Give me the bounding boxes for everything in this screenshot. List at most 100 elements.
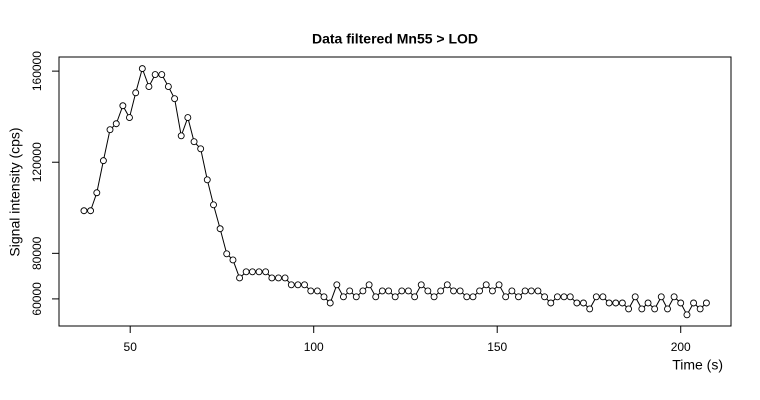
data-point [197, 145, 205, 153]
data-point [702, 299, 710, 307]
data-point [164, 83, 172, 91]
data-point [469, 293, 477, 301]
data-point [605, 299, 613, 307]
data-point [599, 293, 607, 301]
data-point [171, 95, 179, 103]
x-tick-label: 100 [304, 340, 324, 354]
data-point [482, 281, 490, 289]
data-point [430, 293, 438, 301]
data-point [677, 299, 685, 307]
data-point [502, 293, 510, 301]
data-point [625, 305, 633, 313]
data-point [560, 293, 568, 301]
data-point [119, 102, 127, 110]
y-tick-label: 60000 [30, 282, 44, 316]
data-point [216, 225, 224, 233]
data-point [450, 287, 457, 295]
data-point [87, 207, 95, 215]
y-tick-label: 160000 [30, 51, 44, 91]
data-point [346, 287, 354, 295]
y-tick-label: 120000 [30, 142, 44, 182]
data-point [268, 274, 276, 282]
x-tick-label: 50 [124, 340, 138, 354]
data-point [553, 293, 561, 301]
y-tick-label: 80000 [30, 236, 44, 270]
data-point [527, 287, 535, 295]
data-point [307, 287, 315, 295]
data-point [248, 268, 256, 276]
data-point [488, 287, 496, 295]
data-point [112, 120, 120, 128]
data-point [437, 287, 445, 295]
data-point [683, 311, 691, 319]
data-point [275, 274, 282, 282]
data-point [203, 176, 211, 184]
data-point [411, 293, 419, 301]
data-point [352, 293, 360, 301]
data-point [378, 287, 386, 295]
data-point [398, 287, 406, 295]
data-point [690, 299, 698, 307]
data-point [126, 114, 133, 122]
data-point [443, 281, 451, 289]
data-point [456, 287, 464, 295]
data-point [138, 65, 146, 73]
data-point [385, 287, 393, 295]
data-point [333, 281, 341, 289]
data-point [612, 299, 620, 307]
x-axis-label: Time (s) [672, 357, 723, 373]
data-point [359, 287, 367, 295]
data-point [547, 299, 555, 307]
data-point [651, 305, 659, 313]
data-point [106, 126, 114, 134]
data-point [301, 281, 308, 289]
x-tick-label: 200 [671, 340, 691, 354]
data-point [391, 293, 399, 301]
data-point [255, 268, 263, 276]
data-point [417, 281, 425, 289]
data-point [618, 299, 626, 307]
data-point [281, 274, 289, 282]
data-point [586, 305, 594, 313]
data-point [287, 281, 295, 289]
data-point [80, 207, 88, 215]
series-line [83, 66, 707, 316]
data-point [372, 293, 380, 301]
data-point [631, 293, 639, 301]
data-point [644, 299, 652, 307]
data-point [670, 293, 678, 301]
data-point [521, 287, 529, 295]
y-axis-label: Signal intensity (cps) [7, 127, 23, 256]
data-point [210, 201, 217, 209]
data-point [145, 83, 153, 91]
data-point [463, 293, 471, 301]
data-point [158, 71, 166, 78]
data-point [177, 132, 185, 140]
data-point [404, 287, 412, 295]
data-point [541, 293, 549, 301]
data-point [236, 274, 244, 282]
data-point [365, 281, 373, 289]
data-point [132, 89, 140, 97]
data-point [99, 157, 107, 165]
data-point [93, 189, 101, 197]
data-point [242, 268, 250, 276]
chart-title: Data filtered Mn55 > LOD [312, 31, 478, 47]
data-point [151, 71, 159, 78]
data-point [476, 287, 484, 295]
data-point [573, 299, 581, 307]
data-point [638, 305, 646, 313]
data-point [326, 299, 334, 307]
data-point [580, 299, 587, 307]
data-point [657, 293, 665, 301]
data-point [184, 114, 192, 122]
data-point [190, 138, 198, 146]
data-point [262, 268, 270, 276]
data-point [592, 293, 600, 301]
data-point [229, 256, 237, 264]
x-tick-label: 150 [487, 340, 507, 354]
data-point [339, 293, 347, 301]
data-point [515, 293, 522, 301]
data-point [223, 250, 231, 258]
